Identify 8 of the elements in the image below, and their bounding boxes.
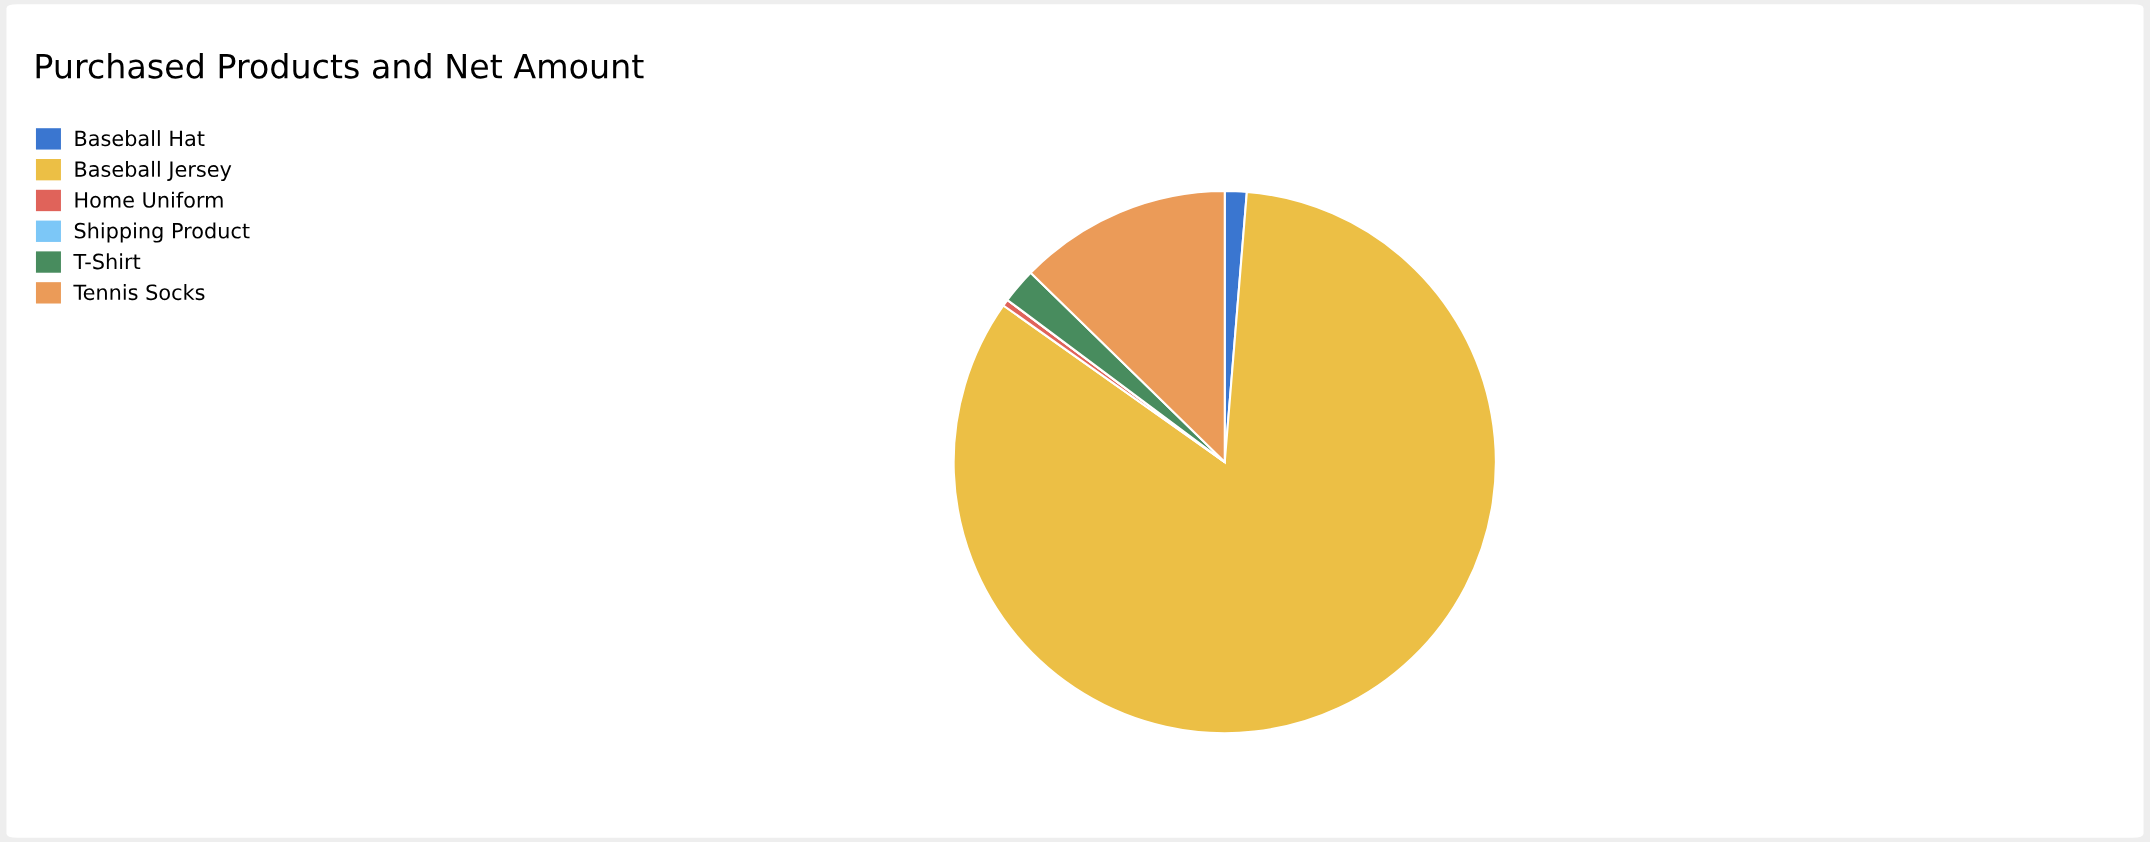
legend-label: T-Shirt [73, 253, 141, 270]
legend-label: Home Uniform [75, 191, 223, 208]
chart-title: Purchased Products and Net Amount [36, 52, 644, 79]
legend-label: Shipping Product [74, 222, 250, 243]
pie-slice [952, 190, 1497, 735]
legend-label: Tennis Socks [73, 284, 205, 301]
legend-label: Baseball Jersey [75, 160, 232, 182]
legend-label: Baseball Hat [75, 130, 205, 147]
